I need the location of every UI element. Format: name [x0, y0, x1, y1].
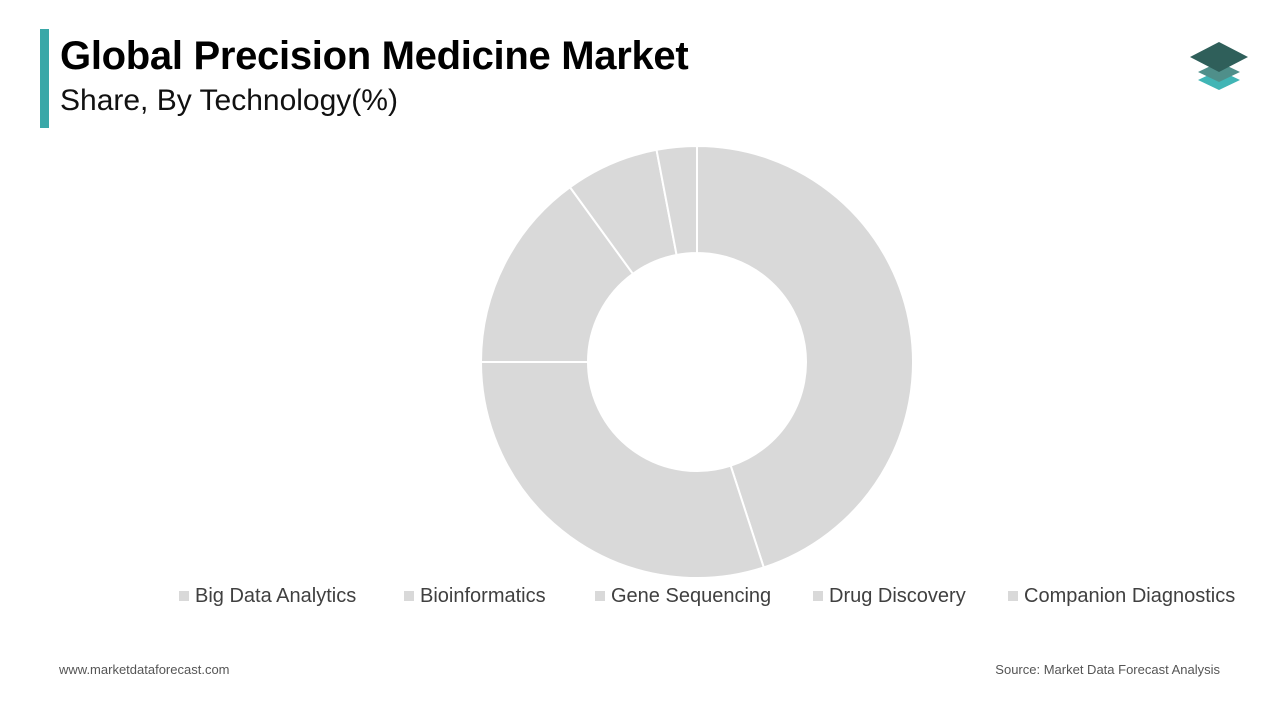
legend-item: Bioinformatics	[404, 582, 546, 610]
legend-label: Companion Diagnostics	[1024, 585, 1236, 607]
legend-item: Drug Discovery	[813, 582, 966, 610]
stacked-layers-logo-icon	[1190, 42, 1248, 90]
legend-item: Gene Sequencing	[595, 582, 771, 610]
legend-label: Big Data Analytics	[195, 585, 357, 607]
legend-item: Companion Diagnostics	[1008, 582, 1235, 610]
donut-slice-gene-sequencing	[479, 185, 635, 363]
legend-swatch	[813, 591, 823, 601]
legend-label: Drug Discovery	[829, 585, 966, 607]
title-accent-bar	[40, 29, 49, 128]
legend-swatch	[1008, 591, 1018, 601]
donut-slice-companion-diagnostics	[655, 144, 698, 257]
legend-swatch	[595, 591, 605, 601]
legend-item: Big Data Analytics	[179, 582, 356, 610]
source-note: Source: Market Data Forecast Analysis	[995, 662, 1220, 677]
chart-legend: Big Data Analytics Bioinformatics Gene Seq…	[0, 582, 1280, 612]
legend-swatch	[404, 591, 414, 601]
chart-title: Global Precision Medicine Market	[60, 34, 689, 78]
website-url: www.marketdataforecast.com	[59, 662, 230, 677]
legend-swatch	[179, 591, 189, 601]
legend-label: Gene Sequencing	[611, 585, 772, 607]
donut-slice-bioinformatics	[479, 361, 766, 579]
legend-label: Bioinformatics	[420, 585, 546, 607]
donut-slice-big-data-analytics	[696, 144, 914, 569]
chart-subtitle: Share, By Technology(%)	[60, 84, 398, 117]
